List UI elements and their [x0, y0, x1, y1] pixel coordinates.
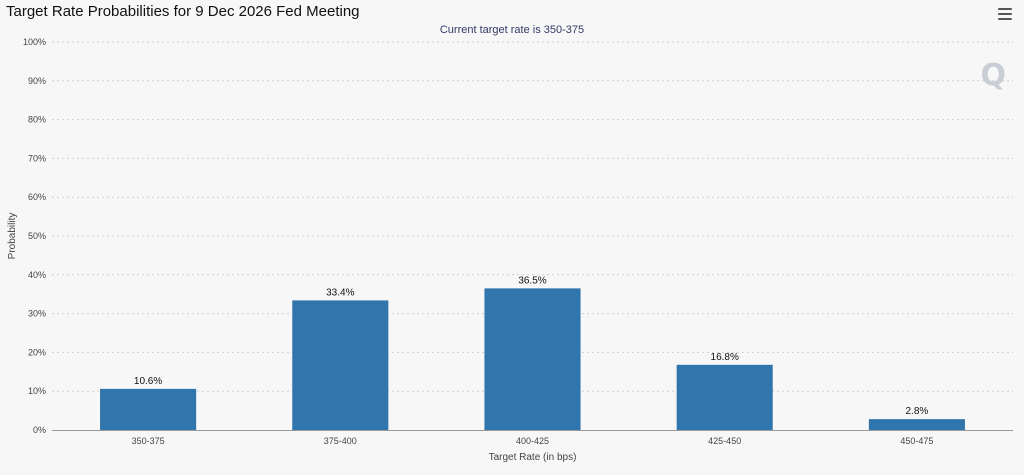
bars	[100, 288, 965, 430]
bar[interactable]	[292, 300, 389, 430]
bar[interactable]	[100, 388, 197, 430]
y-tick-label: 80%	[28, 115, 46, 125]
data-label: 33.4%	[326, 287, 354, 298]
bar[interactable]	[676, 364, 773, 430]
x-tick-label: 425-450	[708, 436, 741, 446]
x-tick-label: 375-400	[324, 436, 357, 446]
x-axis-ticks: 350-375 375-400 400-425 425-450 450-475	[132, 436, 934, 446]
y-tick-label: 20%	[28, 347, 46, 357]
y-tick-label: 30%	[28, 309, 46, 319]
watermark-logo: Q	[980, 58, 1006, 93]
y-tick-label: 10%	[28, 386, 46, 396]
data-label: 36.5%	[518, 275, 546, 286]
y-tick-label: 100%	[23, 37, 46, 47]
hamburger-menu-icon[interactable]	[998, 8, 1012, 20]
y-tick-label: 50%	[28, 231, 46, 241]
x-tick-label: 400-425	[516, 436, 549, 446]
y-tick-label: 60%	[28, 192, 46, 202]
y-axis-ticks: 0% 10% 20% 30% 40% 50% 60% 70% 80% 90% 100%	[23, 37, 46, 435]
data-label: 16.8%	[711, 352, 739, 363]
data-labels: 10.6% 33.4% 36.5% 16.8% 2.8%	[134, 275, 928, 417]
y-axis-title: Probability	[7, 213, 18, 260]
y-tick-label: 40%	[28, 270, 46, 280]
chart-title: Target Rate Probabilities for 9 Dec 2026…	[6, 3, 360, 20]
x-tick-label: 450-475	[900, 436, 933, 446]
chart-subtitle: Current target rate is 350-375	[439, 24, 585, 36]
y-tick-label: 0%	[33, 425, 46, 435]
data-label: 10.6%	[134, 376, 162, 387]
bar[interactable]	[484, 288, 581, 430]
x-tick-label: 350-375	[132, 436, 165, 446]
bar[interactable]	[868, 419, 965, 430]
y-tick-label: 90%	[28, 76, 46, 86]
y-tick-label: 70%	[28, 153, 46, 163]
data-label: 2.8%	[906, 406, 929, 417]
x-axis-title: Target Rate (in bps)	[489, 452, 577, 463]
